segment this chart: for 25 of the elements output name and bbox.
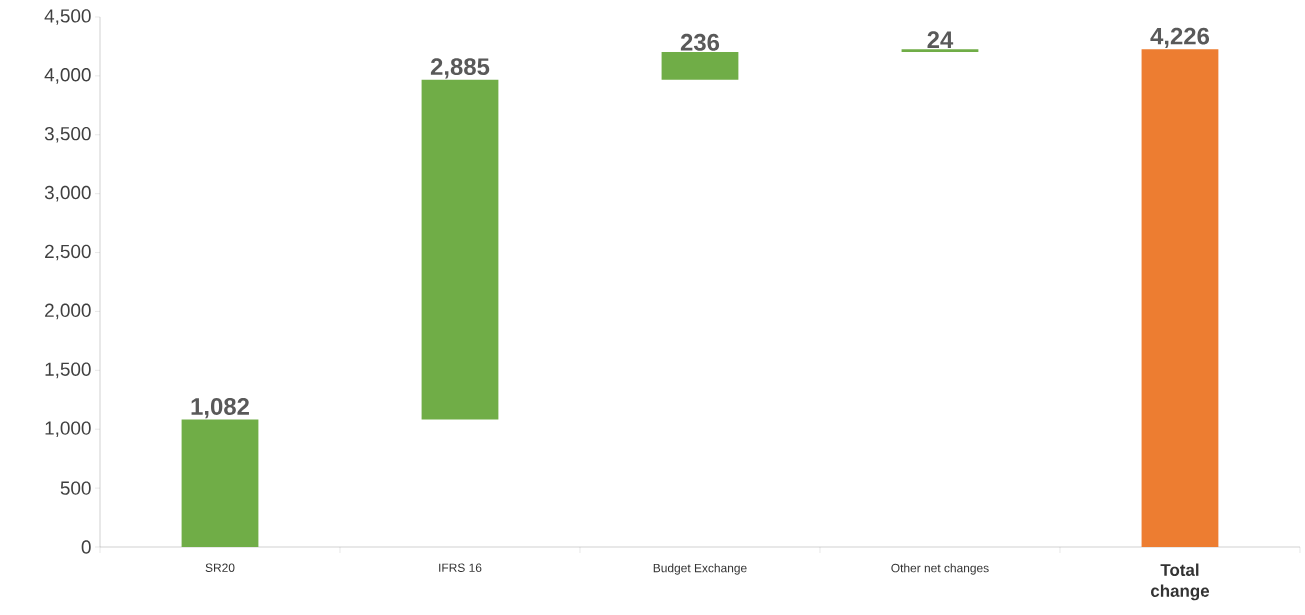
bar (901, 49, 979, 52)
data-label: 236 (680, 33, 720, 51)
y-tick-label: 2,000 (45, 303, 91, 320)
bar (661, 51, 739, 80)
y-tick-label: 4,000 (44, 68, 91, 84)
y-tick-label: 1,000 (45, 421, 91, 438)
y-tick-label: 2,500 (45, 244, 91, 261)
data-label: 2,885 (430, 58, 490, 79)
data-label: 4,226 (1150, 27, 1210, 49)
y-tick-label: 4,500 (44, 9, 91, 25)
data-label: 1,082 (191, 397, 249, 419)
y-tick-label: 0 (81, 540, 91, 554)
bar (181, 419, 259, 547)
y-tick-label: 3,500 (44, 126, 91, 143)
x-tick-label: Budget Exchange (653, 563, 747, 575)
bar (1141, 49, 1219, 547)
y-tick-label: 500 (60, 481, 91, 495)
y-tick-label: 1,500 (45, 362, 91, 379)
y-tick-label: 3,000 (44, 185, 91, 202)
x-tick-label: SR20 (205, 563, 235, 572)
x-tick-label: Other net changes (891, 563, 989, 575)
x-tick-label: Total change (1150, 563, 1210, 601)
x-tick-label: IFRS 16 (439, 563, 482, 572)
bar (421, 79, 499, 420)
data-label: 24 (927, 31, 954, 48)
